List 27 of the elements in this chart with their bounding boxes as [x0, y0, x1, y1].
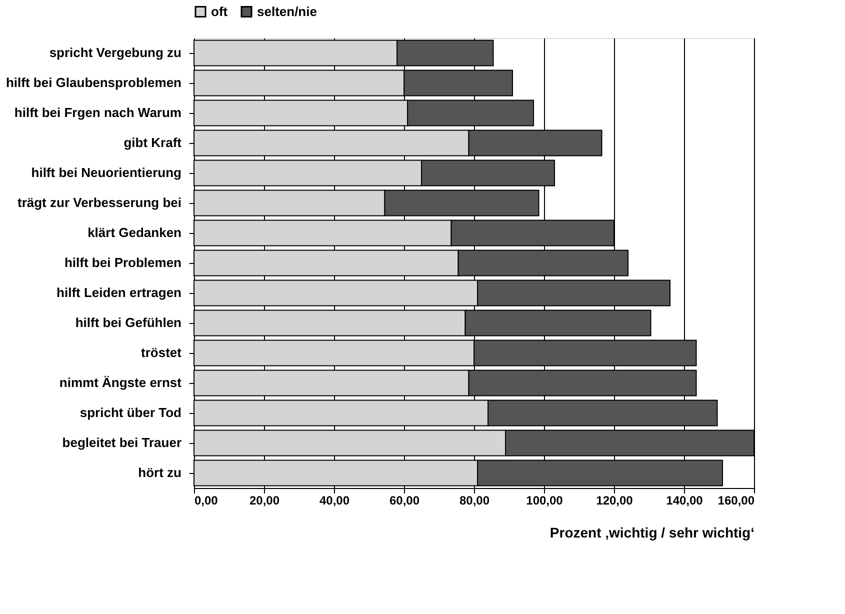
x-tick-label: 20,00 [249, 494, 280, 508]
x-tick-label: 0,00 [194, 494, 218, 508]
y-tick-label: klärt Gedanken [88, 225, 182, 240]
y-tick-label: hilft bei Gefühlen [75, 315, 182, 330]
y-tick-label: hilft bei Frgen nach Warum [14, 105, 182, 120]
x-tick-label: 40,00 [319, 494, 350, 508]
y-tick-label: spricht Vergebung zu [49, 45, 182, 60]
y-tick-label: hilft bei Glaubensproblemen [6, 75, 182, 90]
y-tick-label: spricht über Tod [80, 405, 182, 420]
y-tick-label: hilft Leiden ertragen [56, 285, 182, 300]
x-tick-label: 100,00 [526, 494, 564, 508]
x-tick-label: 120,00 [596, 494, 634, 508]
legend-label: selten/nie [257, 4, 317, 19]
legend-label: oft [211, 4, 228, 19]
y-tick-label: nimmt Ängste ernst [59, 375, 182, 390]
x-tick-label: 80,00 [459, 494, 490, 508]
y-tick-label: tröstet [141, 345, 182, 360]
y-tick-label: begleitet bei Trauer [62, 435, 182, 450]
x-tick-label: 60,00 [389, 494, 420, 508]
y-tick-label: hört zu [138, 465, 182, 480]
y-tick-label: gibt Kraft [124, 135, 182, 150]
x-tick-label: 140,00 [666, 494, 704, 508]
y-tick-label: hilft bei Problemen [64, 255, 182, 270]
x-axis-title: Prozent ‚wichtig / sehr wichtig‘ [550, 524, 754, 540]
y-tick-label: hilft bei Neuorientierung [31, 165, 182, 180]
y-tick-label: trägt zur Verbesserung bei [18, 195, 182, 210]
x-tick-label: 160,00 [718, 494, 755, 508]
